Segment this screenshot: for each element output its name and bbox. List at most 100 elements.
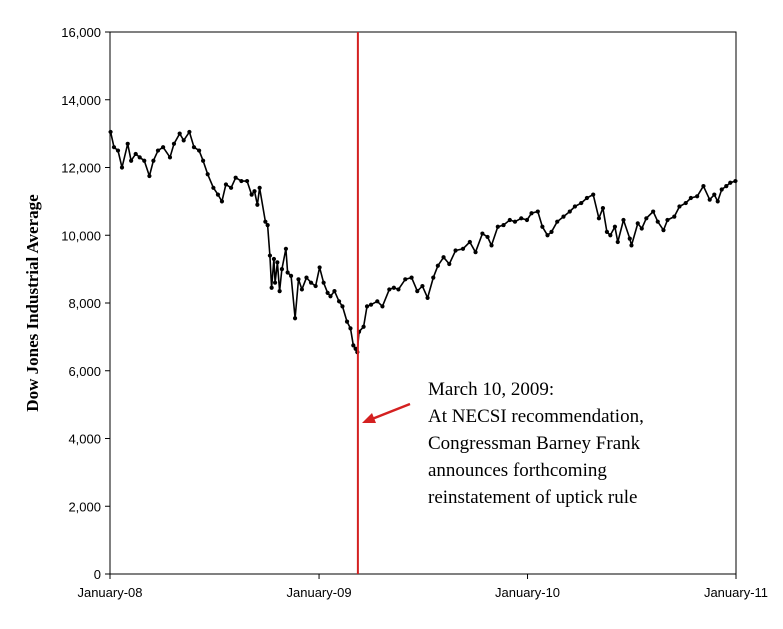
- data-point: [228, 185, 234, 190]
- data-point: [701, 184, 706, 189]
- data-point: [403, 277, 408, 282]
- data-point: [545, 233, 550, 238]
- data-point: [415, 289, 420, 294]
- data-point: [205, 172, 210, 177]
- data-point: [279, 267, 285, 272]
- data-point: [615, 239, 620, 245]
- data-point: [621, 217, 626, 223]
- data-point: [724, 184, 729, 189]
- data-point: [672, 214, 677, 219]
- data-point: [263, 219, 268, 224]
- data-point: [255, 202, 260, 207]
- data-point: [244, 178, 250, 184]
- data-point: [387, 287, 392, 292]
- data-point: [344, 319, 350, 324]
- data-point: [351, 343, 356, 348]
- y-tick-label: 10,000: [61, 228, 101, 243]
- plot-area: [109, 31, 737, 575]
- data-point: [489, 243, 494, 248]
- data-point: [540, 224, 545, 229]
- data-point: [167, 155, 173, 160]
- data-point: [283, 246, 289, 251]
- data-point: [683, 200, 688, 206]
- data-point: [197, 148, 202, 153]
- data-point: [639, 226, 644, 231]
- data-point: [485, 234, 490, 240]
- data-point: [396, 287, 401, 292]
- data-point: [299, 287, 305, 292]
- data-point: [171, 141, 177, 146]
- data-point: [308, 280, 314, 285]
- data-point: [353, 346, 358, 351]
- x-tick-label: January-10: [495, 585, 560, 600]
- data-point: [269, 285, 274, 290]
- data-point: [313, 283, 318, 289]
- x-tick-label: January-11: [704, 585, 768, 600]
- data-point: [612, 224, 618, 229]
- y-axis-title: Dow Jones Industrial Average: [23, 194, 42, 412]
- data-point: [512, 219, 518, 224]
- data-point: [420, 283, 425, 289]
- annotation-line: March 10, 2009:: [428, 379, 554, 400]
- data-point: [507, 217, 512, 223]
- data-point: [529, 211, 534, 216]
- y-tick-label: 14,000: [61, 93, 101, 108]
- data-point: [201, 158, 206, 163]
- annotation-line: announces forthcoming: [428, 460, 607, 481]
- y-axis: 0 2,000 4,000 6,000 8,000 10,000 12,000 14,000 1…: [61, 25, 110, 582]
- data-point: [239, 178, 244, 184]
- x-tick-label: January-09: [287, 585, 352, 600]
- data-point: [495, 224, 500, 229]
- data-point: [147, 173, 152, 179]
- data-point: [321, 280, 326, 285]
- data-point: [142, 158, 147, 163]
- data-point: [332, 289, 337, 294]
- data-point: [137, 155, 142, 160]
- data-point: [292, 316, 298, 321]
- x-tick-label: January-08: [77, 585, 142, 600]
- data-point: [380, 304, 385, 309]
- series-line: [109, 131, 736, 353]
- data-point: [584, 195, 590, 201]
- data-point: [277, 289, 282, 294]
- data-point: [549, 229, 554, 234]
- data-point: [368, 302, 374, 307]
- data-point: [425, 295, 430, 301]
- data-point: [275, 260, 280, 265]
- annotation-text: March 10, 2009: At NECSI recommendation,…: [428, 379, 649, 508]
- data-point: [460, 246, 466, 251]
- data-point: [677, 204, 682, 209]
- data-point: [272, 280, 278, 285]
- data-point: [644, 216, 649, 221]
- data-point: [473, 250, 478, 255]
- data-point: [317, 265, 322, 270]
- data-point: [579, 200, 584, 206]
- data-point: [304, 275, 309, 280]
- data-point: [161, 145, 166, 150]
- y-tick-label: 8,000: [68, 296, 101, 311]
- y-tick-label: 4,000: [68, 432, 101, 447]
- data-point: [191, 145, 197, 150]
- data-point: [651, 209, 656, 214]
- data-point: [453, 248, 458, 253]
- data-point: [223, 182, 229, 187]
- data-point: [688, 195, 693, 201]
- data-point: [519, 216, 524, 221]
- data-point: [285, 270, 290, 275]
- data-point: [501, 222, 506, 228]
- data-point: [728, 180, 733, 185]
- data-point: [181, 138, 186, 143]
- data-point: [155, 148, 161, 153]
- y-tick-label: 0: [94, 567, 101, 582]
- data-point: [524, 217, 530, 223]
- data-point: [409, 275, 414, 280]
- y-tick-label: 6,000: [68, 364, 101, 379]
- data-point: [629, 243, 634, 248]
- annotation-line: Congressman Barney Frank: [428, 433, 641, 454]
- data-point: [328, 294, 333, 299]
- data-point: [600, 206, 606, 211]
- data-point: [267, 253, 273, 258]
- data-point: [431, 275, 436, 280]
- data-point: [655, 219, 660, 224]
